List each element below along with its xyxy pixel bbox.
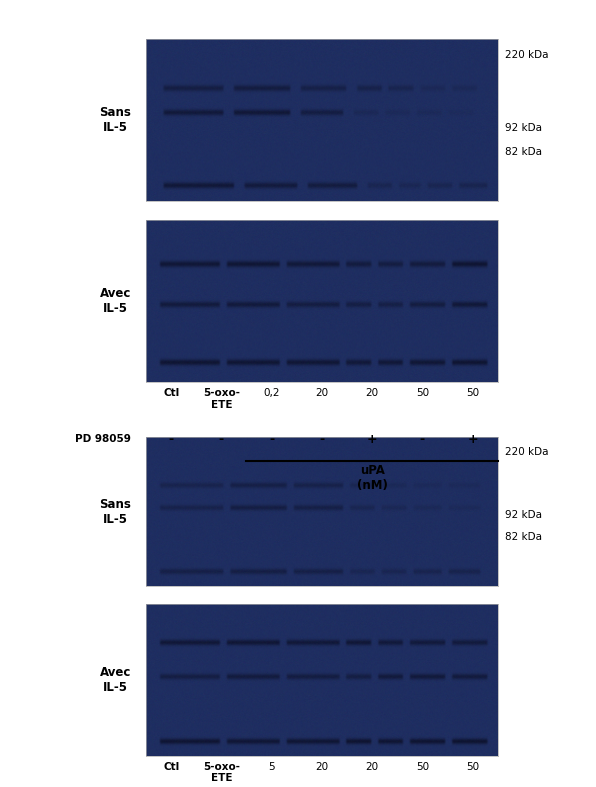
Text: 0,2: 0,2 bbox=[263, 388, 280, 398]
Text: Ctl: Ctl bbox=[163, 388, 179, 398]
Text: 82 kDa: 82 kDa bbox=[505, 147, 542, 157]
Text: Avec
IL-5: Avec IL-5 bbox=[100, 287, 131, 315]
Text: 50: 50 bbox=[416, 388, 429, 398]
Text: -: - bbox=[319, 433, 324, 445]
Text: Sans
IL-5: Sans IL-5 bbox=[100, 497, 131, 526]
Text: -: - bbox=[169, 433, 173, 445]
Text: 20: 20 bbox=[315, 762, 328, 772]
Text: 5: 5 bbox=[268, 762, 275, 772]
Text: 50: 50 bbox=[416, 762, 429, 772]
Text: 220 kDa: 220 kDa bbox=[505, 447, 548, 456]
Text: Avec
IL-5: Avec IL-5 bbox=[100, 666, 131, 694]
Text: +: + bbox=[367, 433, 377, 445]
Text: 92 kDa: 92 kDa bbox=[505, 509, 542, 519]
Text: PD 98059: PD 98059 bbox=[75, 434, 131, 444]
Text: Ctl: Ctl bbox=[163, 762, 179, 772]
Text: 5-oxo-
ETE: 5-oxo- ETE bbox=[203, 388, 240, 409]
Text: uPA
(nM): uPA (nM) bbox=[356, 464, 387, 493]
Text: 50: 50 bbox=[466, 762, 479, 772]
Text: -: - bbox=[420, 433, 425, 445]
Text: -: - bbox=[269, 433, 274, 445]
Text: 220 kDa: 220 kDa bbox=[505, 50, 548, 61]
Text: 20: 20 bbox=[315, 388, 328, 398]
Text: 92 kDa: 92 kDa bbox=[505, 123, 542, 133]
Text: 20: 20 bbox=[365, 762, 378, 772]
Text: -: - bbox=[219, 433, 224, 445]
Text: 50: 50 bbox=[466, 388, 479, 398]
Text: 20: 20 bbox=[365, 388, 378, 398]
Text: 5-oxo-
ETE: 5-oxo- ETE bbox=[203, 762, 240, 783]
Text: +: + bbox=[467, 433, 478, 445]
Text: 82 kDa: 82 kDa bbox=[505, 532, 542, 542]
Text: Sans
IL-5: Sans IL-5 bbox=[100, 106, 131, 134]
